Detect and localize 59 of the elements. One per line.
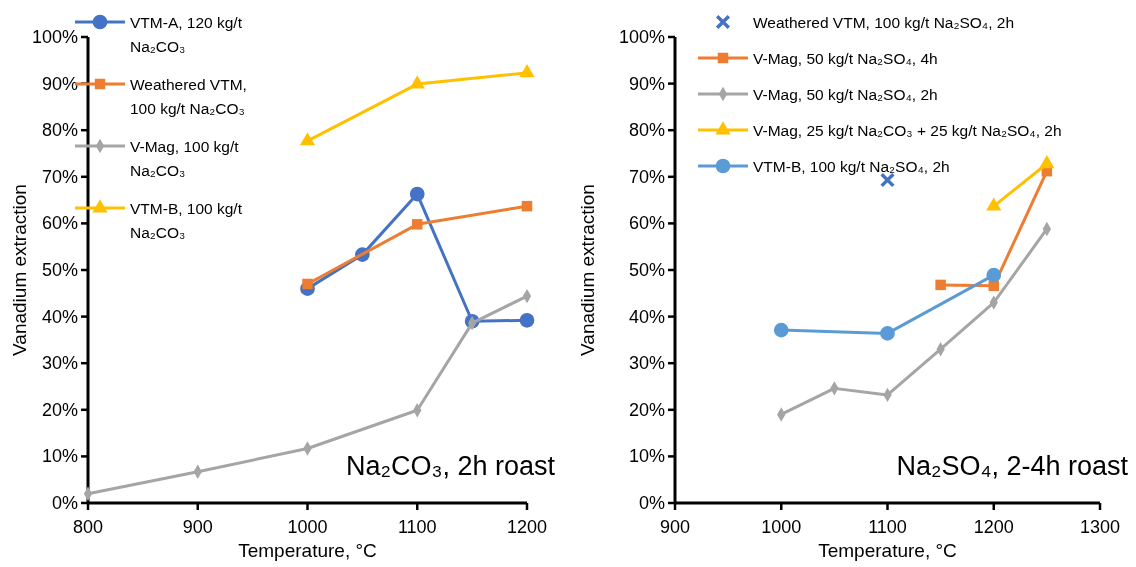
point — [935, 279, 946, 291]
y-tick-label: 10% — [41, 446, 78, 467]
legend-label: V-Mag, 50 kg/t Na₂SO₄, 4h — [753, 49, 938, 67]
legend-label: V-Mag, 25 kg/t Na₂CO₃ + 25 kg/t Na₂SO₄, 2h — [753, 121, 1062, 139]
y-tick-label: 70% — [628, 166, 665, 187]
x-tick-label: 800 — [72, 517, 104, 537]
y-tick-label: 50% — [628, 260, 665, 280]
x-tick-label: 1000 — [287, 517, 328, 537]
x-tick-label: 1200 — [973, 517, 1014, 537]
y-tick-label: 0% — [51, 493, 78, 513]
y-tick-label: 30% — [41, 353, 78, 374]
point — [409, 186, 425, 202]
annotation: Na₂SO₄, 2-4h roast — [896, 451, 1129, 481]
y-tick-label: 0% — [638, 493, 665, 513]
y-tick-label: 90% — [628, 73, 665, 94]
point — [519, 64, 535, 78]
y-tick-label: 80% — [41, 120, 78, 141]
x-tick-label: 1000 — [761, 517, 802, 537]
y-tick-label: 20% — [41, 399, 78, 420]
y-tick-label: 20% — [628, 399, 665, 420]
point — [773, 322, 789, 338]
y-tick-label: 60% — [41, 213, 78, 234]
y-tick-label: 50% — [41, 260, 78, 280]
legend-label: V-Mag, 100 kg/t Na₂CO₃ — [130, 137, 240, 179]
y-tick-label: 90% — [41, 73, 78, 94]
legend-label: VTM-B, 100 kg/t Na₂CO₃ — [130, 199, 243, 241]
x-tick-label: 900 — [182, 517, 213, 537]
point — [521, 200, 533, 212]
y-tick-label: 40% — [628, 306, 665, 327]
x-tick-label: 1200 — [506, 517, 548, 537]
point — [409, 75, 425, 89]
x-axis-title: Temperature, °C — [238, 540, 377, 561]
point — [880, 326, 895, 341]
point — [302, 278, 313, 290]
y-tick-label: 100% — [31, 27, 78, 47]
y-tick-label: 60% — [628, 213, 665, 234]
x-axis-title: Temperature, °C — [818, 540, 957, 561]
point — [986, 267, 1002, 283]
legend-label: Weathered VTM, 100 kg/t Na₂SO₄, 2h — [753, 13, 1015, 31]
legend-label: V-Mag, 50 kg/t Na₂SO₄, 2h — [753, 85, 938, 103]
x-tick-label: 1100 — [868, 517, 907, 537]
annotation: Na₂CO₃, 2h roast — [345, 451, 556, 481]
point — [519, 312, 535, 328]
legend-label: VTM-A, 120 kg/t Na₂CO₃ — [130, 13, 243, 55]
y-tick-label: 100% — [618, 27, 665, 47]
y-axis-title: Vanadium extraction — [577, 184, 598, 356]
y-tick-label: 30% — [628, 353, 665, 374]
legend-label: VTM-B, 100 kg/t Na₂SO₄, 2h — [753, 157, 950, 175]
point — [412, 219, 423, 230]
y-tick-label: 70% — [41, 166, 78, 187]
y-tick-label: 80% — [628, 120, 665, 141]
point — [299, 132, 316, 146]
legend-label: Weathered VTM, 100 kg/t Na₂CO₃ — [130, 75, 247, 117]
x-tick-label: 1100 — [397, 517, 437, 537]
x-tick-label: 900 — [659, 517, 691, 537]
y-tick-label: 10% — [628, 446, 665, 467]
y-tick-label: 40% — [41, 306, 78, 327]
y-axis-title: Vanadium extraction — [9, 184, 30, 356]
x-tick-label: 1300 — [1079, 517, 1121, 537]
